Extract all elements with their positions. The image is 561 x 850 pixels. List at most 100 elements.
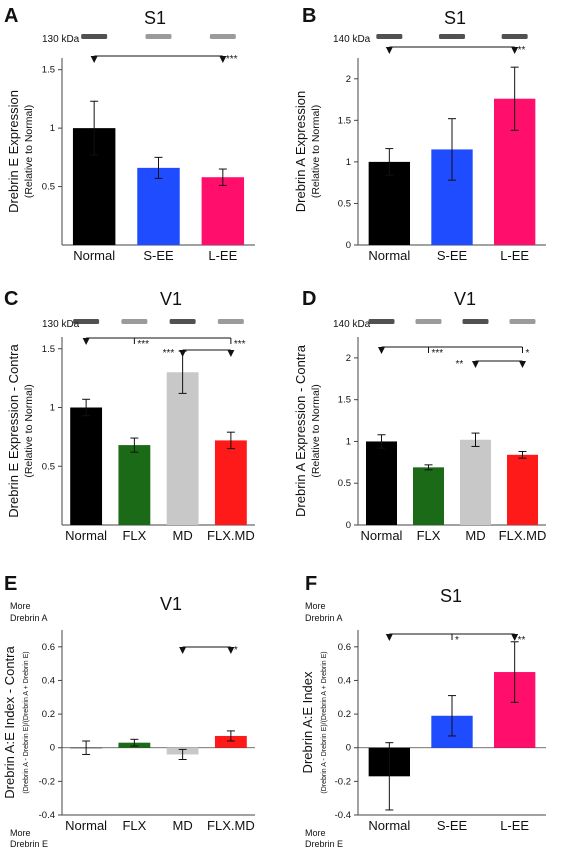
bar-flx-md bbox=[506, 454, 539, 525]
y-tick-label: 1 bbox=[50, 123, 55, 134]
bar-flx-md bbox=[214, 440, 247, 525]
y-tick-label: 0.5 bbox=[42, 182, 55, 193]
bracket-arrow bbox=[227, 647, 235, 654]
blot-kda-label: 140 kDa bbox=[333, 319, 371, 330]
western-blot-band bbox=[462, 319, 489, 324]
bracket-arrow bbox=[472, 361, 479, 368]
blot-kda-label: 140 kDa bbox=[333, 34, 371, 45]
y-tick-label: 0.2 bbox=[338, 709, 351, 720]
y-tick-label: -0.4 bbox=[335, 810, 351, 821]
x-tick-label: Normal bbox=[65, 818, 107, 833]
bar-flx bbox=[412, 467, 445, 525]
bottom-note: More bbox=[305, 828, 326, 838]
bar-normal bbox=[368, 161, 411, 245]
bracket-arrow bbox=[90, 56, 98, 63]
bar-normal bbox=[365, 441, 398, 525]
panel-letter: E bbox=[4, 573, 17, 595]
y-tick-label: 0 bbox=[346, 520, 351, 531]
significance-label: *** bbox=[226, 54, 238, 65]
bracket-arrow bbox=[179, 350, 187, 357]
y-axis-sublabel: (Relative to Normal) bbox=[310, 105, 322, 198]
top-note: Drebrin A bbox=[305, 613, 343, 623]
panel-letter: A bbox=[4, 5, 18, 27]
bracket-arrow bbox=[219, 56, 227, 63]
x-tick-label: FLX bbox=[417, 528, 441, 543]
y-axis-sublabel: (Drebrin A - Drebrin E)/(Drebrin A + Dre… bbox=[321, 651, 328, 793]
y-tick-label: 1.5 bbox=[42, 344, 55, 355]
y-tick-label: 0.5 bbox=[338, 198, 351, 209]
y-tick-label: 1.5 bbox=[338, 395, 351, 406]
panel-letter: D bbox=[302, 288, 316, 310]
panel-title: S1 bbox=[440, 586, 462, 606]
bracket-arrow bbox=[511, 634, 519, 641]
blot-kda-label: 130 kDa bbox=[42, 34, 80, 45]
y-tick-label: 1 bbox=[346, 436, 351, 447]
bracket-arrow bbox=[179, 647, 187, 654]
western-blot-band bbox=[368, 319, 395, 324]
panel-title: V1 bbox=[160, 289, 182, 309]
x-tick-label: S-EE bbox=[437, 818, 468, 833]
x-tick-label: L-EE bbox=[500, 248, 529, 263]
western-blot-band bbox=[376, 34, 403, 39]
y-axis-sublabel: (Relative to Normal) bbox=[23, 105, 35, 198]
y-tick-label: 1.5 bbox=[42, 65, 55, 76]
western-blot-band bbox=[439, 34, 465, 39]
y-tick-label: 1 bbox=[346, 157, 351, 168]
y-axis-sublabel: (Relative to Normal) bbox=[23, 384, 35, 477]
panel-b: B S1 140 kDa Drebrin A Expression (Relative … bbox=[293, 5, 546, 263]
bar-md bbox=[459, 439, 492, 525]
bracket-arrow bbox=[378, 347, 385, 354]
y-tick-label: 0.5 bbox=[338, 478, 351, 489]
western-blot-band bbox=[217, 319, 244, 324]
x-tick-label: Normal bbox=[73, 248, 115, 263]
y-axis-sublabel: (Relative to Normal) bbox=[310, 384, 322, 477]
x-tick-label: MD bbox=[465, 528, 485, 543]
y-tick-label: 0.5 bbox=[42, 461, 55, 472]
western-blot-band bbox=[73, 319, 100, 324]
x-tick-label: MD bbox=[173, 818, 193, 833]
panel-c: C V1 130 kDa Drebrin E Expression - Contra(… bbox=[4, 288, 255, 543]
y-tick-label: 0 bbox=[346, 240, 351, 251]
x-tick-label: S-EE bbox=[143, 248, 174, 263]
significance-label: *** bbox=[432, 348, 444, 359]
panel-letter: C bbox=[4, 288, 18, 310]
bracket-arrow bbox=[385, 47, 393, 54]
x-tick-label: L-EE bbox=[208, 248, 237, 263]
top-note: Drebrin A bbox=[10, 613, 48, 623]
bracket-arrow bbox=[227, 350, 235, 357]
x-tick-label: Normal bbox=[368, 248, 410, 263]
x-tick-label: FLX bbox=[122, 528, 146, 543]
panel-e: E V1 Drebrin A:E Index - Contra (Drebrin A … bbox=[2, 573, 255, 849]
y-tick-label: -0.2 bbox=[335, 776, 351, 787]
y-tick-label: 0 bbox=[50, 743, 55, 754]
panel-f: F S1 Drebrin A:E Index (Drebrin A - Drebrin… bbox=[300, 573, 546, 849]
y-tick-label: -0.2 bbox=[39, 776, 55, 787]
bracket-arrow bbox=[511, 47, 519, 54]
x-tick-label: S-EE bbox=[437, 248, 468, 263]
y-tick-label: -0.4 bbox=[39, 810, 55, 821]
significance-label: ** bbox=[518, 45, 526, 56]
x-tick-label: MD bbox=[173, 528, 193, 543]
panel-title: V1 bbox=[160, 594, 182, 614]
bracket-arrow bbox=[82, 338, 90, 345]
bracket-arrow bbox=[519, 361, 526, 368]
x-tick-label: Normal bbox=[65, 528, 107, 543]
significance-label: * bbox=[234, 645, 238, 656]
x-tick-label: L-EE bbox=[500, 818, 529, 833]
blot-kda-label: 130 kDa bbox=[42, 319, 80, 330]
significance-label: ** bbox=[518, 635, 526, 646]
bar-s-ee bbox=[137, 167, 180, 245]
western-blot-band bbox=[509, 319, 536, 324]
panel-title: S1 bbox=[144, 8, 166, 28]
significance-label: *** bbox=[137, 339, 149, 350]
top-note: More bbox=[305, 601, 326, 611]
y-axis-label: Drebrin A:E Index bbox=[300, 671, 315, 773]
bottom-note: Drebrin E bbox=[10, 839, 48, 849]
x-tick-label: FLX.MD bbox=[499, 528, 547, 543]
bottom-note: More bbox=[10, 828, 31, 838]
western-blot-band bbox=[209, 34, 236, 39]
panel-letter: F bbox=[305, 573, 317, 595]
significance-label: * bbox=[526, 348, 530, 359]
y-axis-label: Drebrin A:E Index - Contra bbox=[2, 646, 17, 799]
